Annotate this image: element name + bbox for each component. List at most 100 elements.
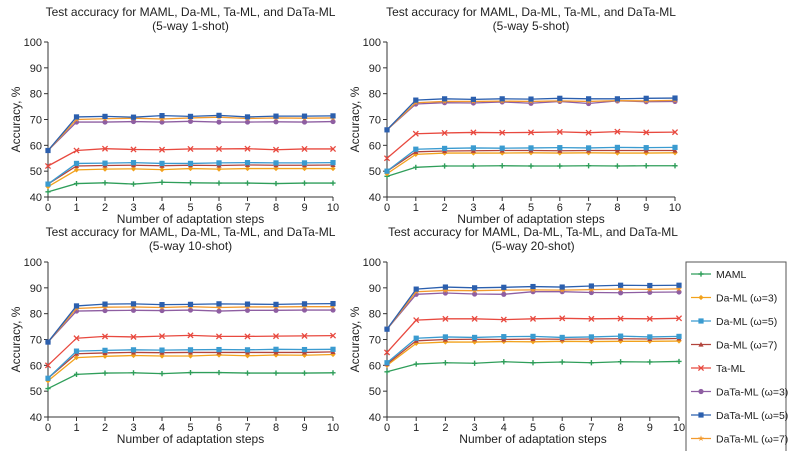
data-point <box>586 145 592 151</box>
y-tick-label: 40 <box>369 192 381 204</box>
data-point <box>647 282 653 289</box>
data-point <box>272 146 280 153</box>
data-point <box>470 163 476 169</box>
data-point <box>329 303 337 310</box>
x-axis-label: Number of adaptation steps <box>117 212 264 226</box>
data-point <box>557 145 563 151</box>
data-point <box>586 96 592 102</box>
data-point <box>45 375 51 381</box>
data-point <box>499 163 505 169</box>
y-tick-label: 100 <box>24 37 42 49</box>
data-point <box>216 119 222 125</box>
data-point <box>102 180 108 186</box>
chart-panel-2: Test accuracy for MAML, Da-ML, Ta-ML, an… <box>348 5 681 226</box>
x-tick-label: 0 <box>384 202 390 214</box>
data-point <box>73 114 80 120</box>
data-point <box>529 286 537 293</box>
data-point <box>244 180 251 186</box>
data-point <box>130 333 137 340</box>
data-point <box>330 300 336 307</box>
data-point <box>301 346 308 353</box>
data-point <box>383 349 391 356</box>
data-point <box>159 160 165 167</box>
x-tick-label: 9 <box>301 422 307 434</box>
data-point <box>617 315 624 322</box>
data-point <box>588 338 594 345</box>
legend-item: DaTa-ML (ω=7) <box>691 434 788 446</box>
legend-marker <box>697 364 705 372</box>
data-point <box>472 285 478 291</box>
chart-subtitle: (5-way 1-shot) <box>152 19 229 33</box>
chart-panel-1: Test accuracy for MAML, Da-ML, Ta-ML, an… <box>9 5 339 226</box>
x-tick-label: 6 <box>216 202 222 214</box>
series-da-ml-3- <box>45 165 336 190</box>
data-point <box>130 181 137 187</box>
data-point <box>101 333 109 340</box>
data-point <box>102 301 108 307</box>
data-point <box>329 145 337 153</box>
series-ta-ml <box>44 145 337 170</box>
data-point <box>527 129 535 136</box>
data-point <box>530 339 536 345</box>
data-point <box>442 287 449 294</box>
series-maml <box>45 369 336 392</box>
data-point <box>470 145 476 151</box>
x-tick-label: 10 <box>673 422 685 434</box>
data-point <box>216 112 222 118</box>
data-point <box>643 129 650 136</box>
legend-marker <box>698 388 704 395</box>
series-data-ml-5- <box>45 112 336 154</box>
data-point <box>530 283 536 290</box>
data-point <box>215 145 223 153</box>
legend-frame <box>685 261 787 455</box>
data-point <box>672 147 678 153</box>
data-point <box>588 286 595 293</box>
legend-marker <box>698 294 704 301</box>
data-point <box>45 181 51 187</box>
data-point <box>442 96 448 102</box>
data-point <box>585 129 592 136</box>
data-point <box>301 145 308 153</box>
x-tick-label: 8 <box>273 202 279 214</box>
data-point <box>158 115 166 122</box>
data-point <box>557 163 563 169</box>
x-tick-label: 4 <box>501 422 507 434</box>
series-da-ml-3- <box>45 351 336 384</box>
data-point <box>557 95 563 101</box>
data-point <box>44 362 52 369</box>
data-point <box>215 333 223 340</box>
data-point <box>159 119 165 125</box>
series-da-ml-3- <box>384 150 678 177</box>
data-point <box>676 289 682 295</box>
legend-marker <box>698 341 704 347</box>
x-tick-label: 1 <box>73 422 79 434</box>
data-point <box>301 119 308 125</box>
data-point <box>244 347 251 353</box>
data-point <box>102 370 108 376</box>
y-axis-label: Accuracy, % <box>9 306 23 372</box>
series-data-ml-3- <box>384 289 682 332</box>
legend-item: DaTa-ML (ω=5) <box>691 410 788 422</box>
data-point <box>383 155 391 162</box>
x-tick-label: 9 <box>301 202 307 214</box>
data-point <box>442 360 448 366</box>
data-point <box>559 334 565 341</box>
data-point <box>244 353 251 359</box>
data-point <box>470 129 477 136</box>
legend-label: MAML <box>716 269 746 281</box>
data-point <box>301 307 308 313</box>
data-point <box>384 168 390 174</box>
data-point <box>215 304 223 311</box>
data-point <box>159 347 165 353</box>
data-point <box>614 96 620 102</box>
data-point <box>501 291 507 297</box>
data-point <box>413 335 419 341</box>
data-point <box>384 369 390 375</box>
data-point <box>330 118 336 125</box>
data-point <box>130 303 137 310</box>
x-tick-label: 4 <box>499 202 505 214</box>
data-point <box>413 286 419 292</box>
data-point <box>646 286 653 292</box>
data-point <box>102 353 108 359</box>
data-point <box>73 180 80 187</box>
